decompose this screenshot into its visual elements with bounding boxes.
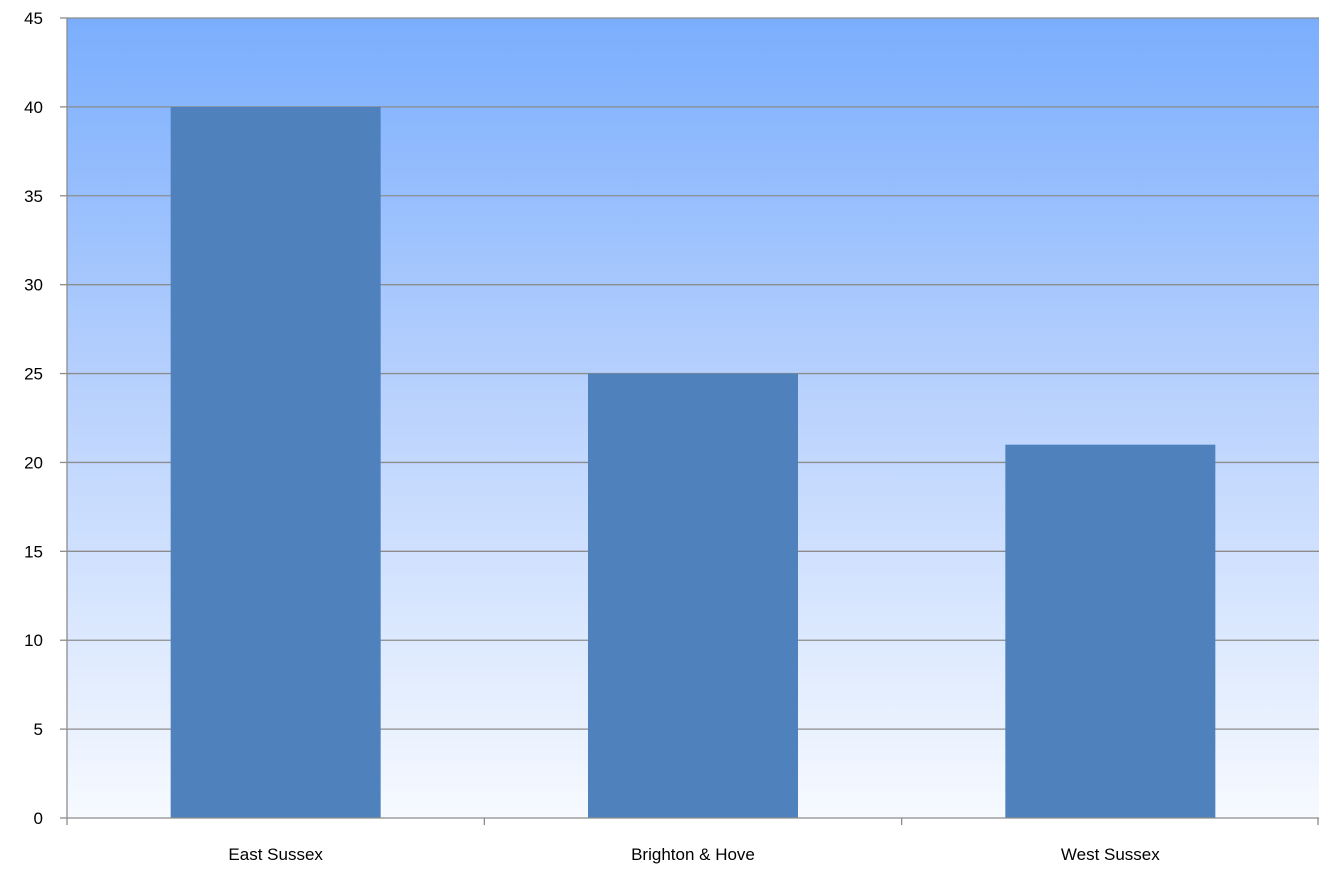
y-tick-label: 35: [24, 187, 43, 206]
y-tick-label: 20: [24, 453, 43, 472]
y-tick-label: 5: [34, 720, 43, 739]
y-tick-label: 15: [24, 542, 43, 561]
x-tick-label: East Sussex: [228, 845, 323, 864]
bar-east-sussex: [170, 106, 381, 818]
axes: [66, 18, 1319, 825]
y-tick-label: 0: [34, 809, 43, 828]
x-tick-label: Brighton & Hove: [631, 845, 755, 864]
y-tick-label: 30: [24, 276, 43, 295]
y-tick-label: 25: [24, 365, 43, 384]
y-tick-label: 40: [24, 98, 43, 117]
x-tick-labels: East Sussex Brighton & Hove West Sussex: [228, 845, 1160, 864]
bar-brighton-hove: [588, 373, 798, 818]
y-tick-label: 45: [24, 9, 43, 28]
x-tick-label: West Sussex: [1061, 845, 1160, 864]
bar-west-sussex: [1005, 444, 1216, 818]
bars: [170, 106, 1216, 818]
y-tick-labels: 0 5 10 15 20 25 30 35 40 45: [24, 9, 43, 828]
y-tick-label: 10: [24, 631, 43, 650]
